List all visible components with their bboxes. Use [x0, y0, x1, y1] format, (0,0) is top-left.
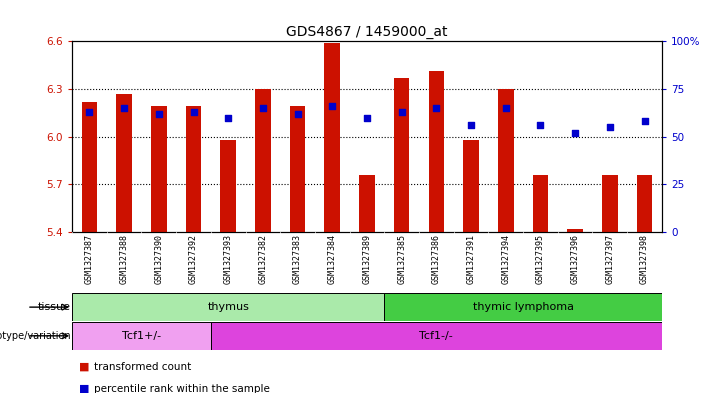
Text: GSM1327388: GSM1327388 — [120, 234, 128, 284]
Text: GSM1327397: GSM1327397 — [606, 234, 614, 284]
Text: GSM1327383: GSM1327383 — [293, 234, 302, 284]
Point — [292, 110, 304, 117]
Text: Tcf1-/-: Tcf1-/- — [420, 331, 454, 341]
Point — [535, 122, 547, 128]
Point — [153, 110, 164, 117]
Text: transformed count: transformed count — [94, 362, 191, 372]
Bar — [255, 89, 270, 232]
Point — [84, 108, 95, 115]
Point — [187, 108, 199, 115]
Text: GSM1327382: GSM1327382 — [258, 234, 267, 284]
Bar — [602, 174, 618, 232]
Bar — [324, 43, 340, 232]
Text: Tcf1+/-: Tcf1+/- — [122, 331, 161, 341]
Text: tissue: tissue — [37, 302, 71, 312]
Text: GSM1327389: GSM1327389 — [363, 234, 371, 284]
Text: GSM1327391: GSM1327391 — [466, 234, 476, 284]
Text: percentile rank within the sample: percentile rank within the sample — [94, 384, 270, 393]
Bar — [637, 174, 653, 232]
Bar — [72, 293, 384, 321]
Bar — [290, 107, 306, 232]
Text: thymic lymphoma: thymic lymphoma — [472, 302, 574, 312]
Bar — [384, 293, 662, 321]
Point — [223, 114, 234, 121]
Text: GSM1327395: GSM1327395 — [536, 234, 545, 284]
Text: GSM1327390: GSM1327390 — [154, 234, 164, 284]
Bar — [151, 107, 167, 232]
Point — [257, 105, 269, 111]
Bar — [211, 322, 662, 350]
Text: GSM1327396: GSM1327396 — [570, 234, 580, 284]
Text: GSM1327386: GSM1327386 — [432, 234, 441, 284]
Point — [639, 118, 650, 125]
Title: GDS4867 / 1459000_at: GDS4867 / 1459000_at — [286, 25, 448, 39]
Bar — [72, 322, 211, 350]
Point — [118, 105, 130, 111]
Point — [465, 122, 477, 128]
Text: GSM1327385: GSM1327385 — [397, 234, 406, 284]
Bar — [221, 140, 236, 232]
Bar — [533, 174, 548, 232]
Text: GSM1327393: GSM1327393 — [224, 234, 233, 284]
Text: ■: ■ — [79, 384, 90, 393]
Point — [604, 124, 616, 130]
Bar — [116, 94, 132, 232]
Text: thymus: thymus — [207, 302, 249, 312]
Point — [570, 130, 581, 136]
Bar — [428, 72, 444, 232]
Text: GSM1327392: GSM1327392 — [189, 234, 198, 284]
Bar — [394, 78, 410, 232]
Bar — [567, 229, 583, 232]
Text: GSM1327394: GSM1327394 — [501, 234, 510, 284]
Text: ■: ■ — [79, 362, 90, 372]
Point — [396, 108, 407, 115]
Bar — [359, 174, 375, 232]
Text: GSM1327384: GSM1327384 — [328, 234, 337, 284]
Text: GSM1327387: GSM1327387 — [85, 234, 94, 284]
Bar — [464, 140, 479, 232]
Text: genotype/variation: genotype/variation — [0, 331, 71, 341]
Point — [361, 114, 373, 121]
Bar — [81, 102, 97, 232]
Point — [430, 105, 442, 111]
Text: GSM1327398: GSM1327398 — [640, 234, 649, 284]
Point — [500, 105, 511, 111]
Bar — [186, 107, 201, 232]
Point — [327, 103, 338, 109]
Bar — [498, 89, 513, 232]
